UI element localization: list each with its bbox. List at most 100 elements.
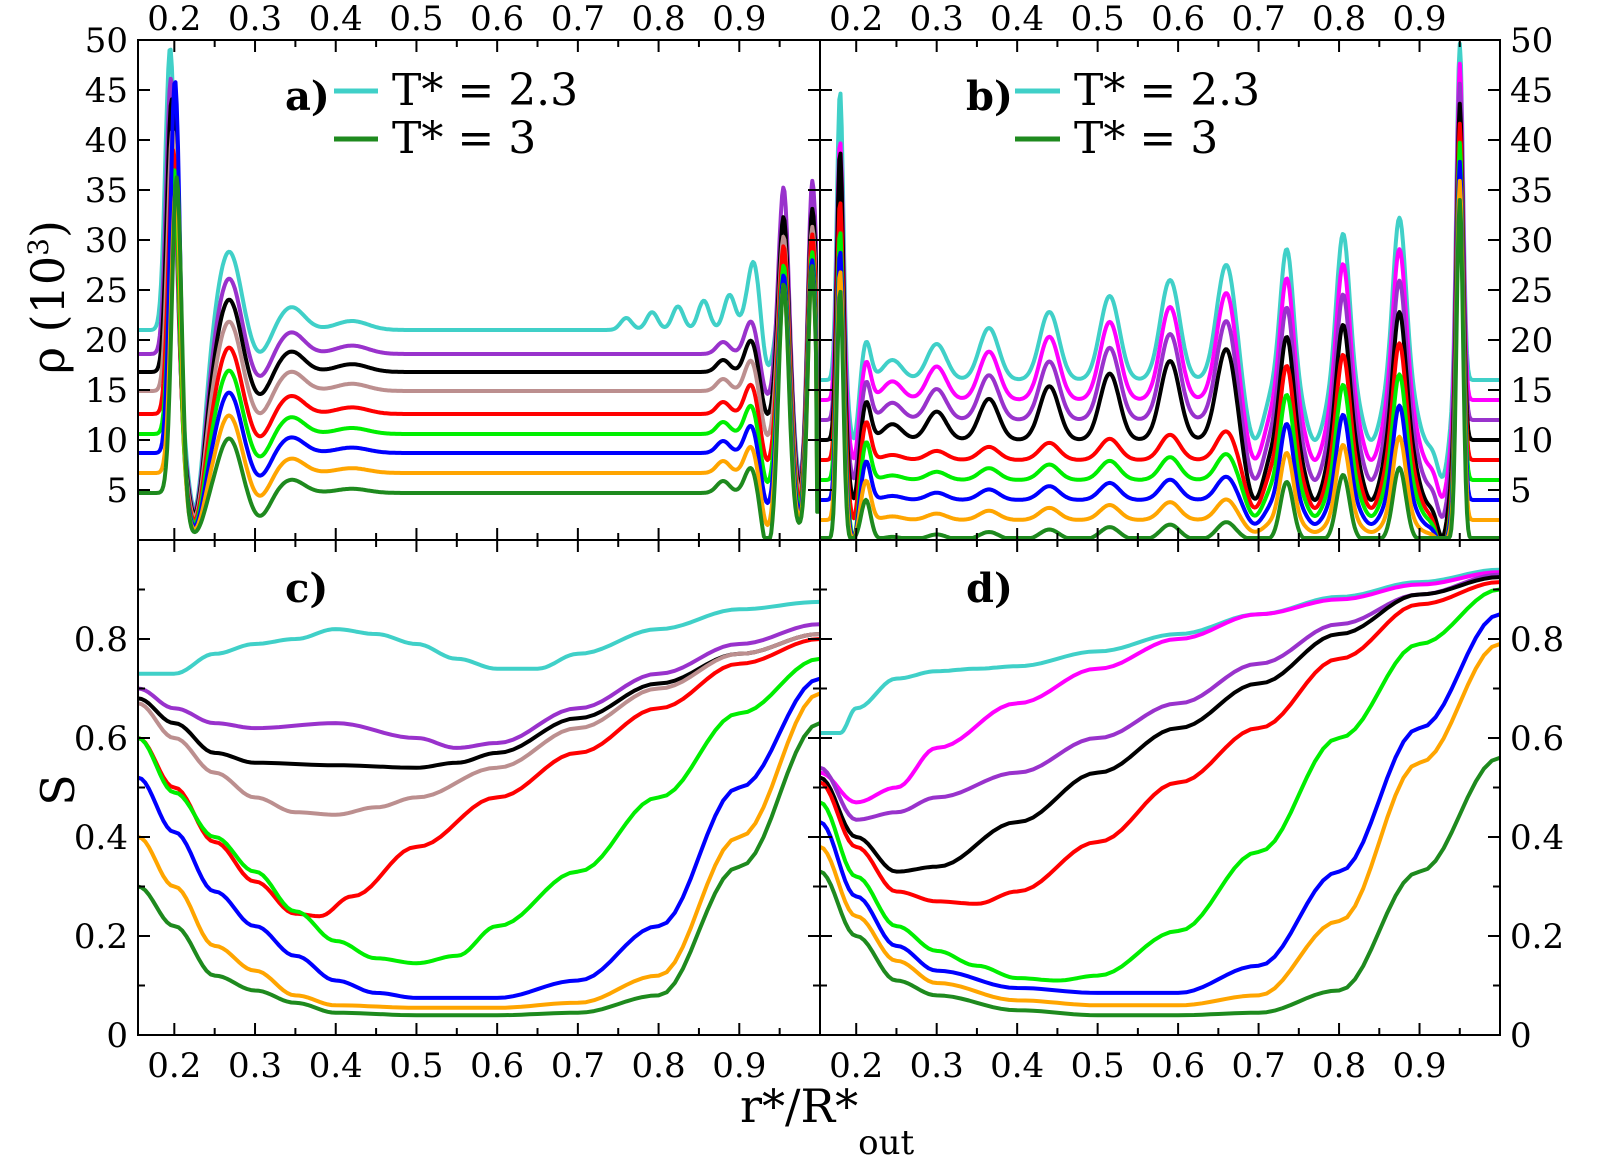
panel-b-xtick-label: 0.7 — [1232, 0, 1286, 39]
panel-b-xtick-label: 0.9 — [1392, 0, 1446, 39]
panel-a-xtick-label: 0.3 — [228, 0, 282, 39]
panel-a-xtick-label: 0.8 — [632, 0, 686, 39]
panel-b-series-6 — [820, 140, 1500, 540]
panel-d-xtick-label: 0.7 — [1232, 1046, 1286, 1086]
y-axis-title-top-close: ) — [21, 220, 75, 238]
panel-a-xtick-label: 0.7 — [551, 0, 605, 39]
panel-d-xtick-label: 0.4 — [990, 1046, 1044, 1086]
panel-b-ytick-label: 35 — [1510, 171, 1553, 211]
panel-b-label: b) — [966, 73, 1013, 120]
panel-b-series-9 — [820, 198, 1500, 540]
panel-a-series-2 — [138, 76, 820, 514]
panel-d-ytick-label: 0 — [1510, 1016, 1532, 1056]
panel-d-xtick-label: 0.3 — [910, 1046, 964, 1086]
panel-d-xtick-label: 0.9 — [1392, 1046, 1446, 1086]
panel-d-series-2 — [820, 570, 1500, 805]
panel-a-series-1 — [138, 47, 820, 510]
panel-b-xtick-label: 0.4 — [990, 0, 1044, 39]
panel-d-xtick-label: 0.6 — [1151, 1046, 1205, 1086]
panel-a-series-7 — [138, 80, 820, 529]
panel-b: 0.2 0.3 0.4 0.5 0.6 0.7 0.8 0.9 5 10 15 20 25 30 35 40 4… — [819, 0, 1553, 541]
panel-d-series-9 — [820, 755, 1500, 1018]
panel-d-label: d) — [966, 565, 1013, 612]
x-axis-title-main: r*/R* — [740, 1079, 858, 1133]
panel-a-ytick-label: 15 — [85, 371, 128, 411]
panel-b-ticks: 0.2 0.3 0.4 0.5 0.6 0.7 0.8 0.9 5 10 15 20 25 30 35 40 4… — [820, 0, 1553, 541]
panel-b-legend: T* = 2.3 T* = 3 — [1015, 65, 1260, 164]
panel-a-xtick-label: 0.9 — [712, 0, 766, 39]
panel-d: 0.2 0.3 0.4 0.5 0.6 0.7 0.8 0.9 0 0.2 0.4 0.6 0.8 d) — [819, 539, 1564, 1086]
panel-b-ytick-label: 40 — [1510, 121, 1553, 161]
panel-d-xtick-label: 0.8 — [1312, 1046, 1366, 1086]
panel-c-xtick-label: 0.7 — [551, 1046, 605, 1086]
panel-b-ytick-label: 30 — [1510, 221, 1553, 261]
panel-b-series-4 — [820, 101, 1500, 539]
panel-c-label: c) — [285, 565, 328, 612]
panel-c: 0.2 0.3 0.4 0.5 0.6 0.7 0.8 0.9 0 0.2 0.4 0.6 0.8 c) — [74, 539, 821, 1086]
panel-b-ytick-label: 50 — [1510, 21, 1553, 61]
panel-b-legend-text-1: T* = 2.3 — [1074, 65, 1260, 116]
panel-c-series-2 — [138, 622, 820, 750]
panel-a-series-4 — [138, 130, 820, 519]
y-axis-title-top-exponent: 3 — [22, 238, 55, 256]
panel-c-series-4 — [138, 632, 820, 817]
panel-a-legend-text-1: T* = 2.3 — [392, 65, 578, 116]
panel-b-xtick-label: 0.6 — [1151, 0, 1205, 39]
panel-c-series-3 — [138, 632, 820, 770]
panel-a-ytick-label: 20 — [85, 321, 128, 361]
panel-c-ytick-label: 0.4 — [74, 818, 128, 858]
panel-b-ytick-label: 25 — [1510, 271, 1553, 311]
panel-a-series-5 — [138, 148, 820, 523]
panel-a-xtick-label: 0.4 — [309, 0, 363, 39]
panel-d-series-6 — [820, 587, 1500, 983]
panel-d-xtick-label: 0.5 — [1071, 1046, 1125, 1086]
panel-a-ytick-label: 40 — [85, 121, 128, 161]
panel-d-xtick-label: 0.2 — [829, 1046, 883, 1086]
panel-c-xtick-label: 0.2 — [147, 1046, 201, 1086]
panel-d-series-4 — [820, 575, 1500, 874]
panel-b-xtick-label: 0.5 — [1071, 0, 1125, 39]
panel-d-series-1 — [820, 567, 1500, 735]
panel-b-ytick-label: 10 — [1510, 421, 1553, 461]
y-axis-title-top: ρ (103) — [21, 220, 75, 374]
panel-a-series-6 — [138, 168, 820, 526]
panel-c-ytick-label: 0.2 — [74, 917, 128, 957]
panel-b-series-1 — [820, 41, 1500, 479]
x-axis-title: r*/R*out — [740, 1079, 914, 1163]
panel-a-series — [138, 47, 820, 540]
panel-a-ytick-label: 30 — [85, 221, 128, 261]
panel-a-legend: T* = 2.3 T* = 3 — [334, 65, 578, 164]
panel-c-series-6 — [138, 656, 820, 966]
y-axis-title-bottom: S — [31, 774, 85, 806]
panel-d-ticks: 0.2 0.3 0.4 0.5 0.6 0.7 0.8 0.9 0 0.2 0.4 0.6 0.8 — [820, 539, 1564, 1086]
panel-a-ticks: 0.2 0.3 0.4 0.5 0.6 0.7 0.8 0.9 5 10 15 20 25 30 35 40 4… — [85, 0, 821, 541]
panel-b-series — [820, 41, 1500, 540]
panel-a-ytick-label: 25 — [85, 271, 128, 311]
panel-b-series-5 — [820, 121, 1500, 540]
panel-b-series-2 — [820, 61, 1500, 499]
panel-b-xtick-label: 0.8 — [1312, 0, 1366, 39]
panel-b-xtick-label: 0.2 — [829, 0, 883, 39]
panel-c-xtick-label: 0.9 — [712, 1046, 766, 1086]
panel-c-ytick-label: 0.8 — [74, 620, 128, 660]
panel-d-ytick-label: 0.2 — [1510, 917, 1564, 957]
panel-a-ytick-label: 10 — [85, 421, 128, 461]
panel-d-ytick-label: 0.4 — [1510, 818, 1564, 858]
panel-d-series-7 — [820, 612, 1500, 995]
panel-c-ytick-label: 0 — [106, 1016, 128, 1056]
panel-a-xtick-label: 0.6 — [470, 0, 524, 39]
panel-c-series-5 — [138, 637, 820, 919]
panel-a-ytick-label: 45 — [85, 71, 128, 111]
panel-c-xtick-label: 0.3 — [228, 1046, 282, 1086]
panel-b-xtick-label: 0.3 — [910, 0, 964, 39]
panel-a-series-8 — [138, 187, 820, 532]
panel-a-series-9 — [138, 175, 820, 540]
panel-a-xtick-label: 0.5 — [389, 0, 443, 39]
x-axis-title-subscript: out — [858, 1123, 914, 1163]
panel-c-series-9 — [138, 721, 820, 1018]
panel-b-ytick-label: 45 — [1510, 71, 1553, 111]
panel-c-series-8 — [138, 691, 820, 1010]
panel-b-ytick-label: 15 — [1510, 371, 1553, 411]
panel-c-ticks: 0.2 0.3 0.4 0.5 0.6 0.7 0.8 0.9 0 0.2 0.4 0.6 0.8 — [74, 539, 821, 1086]
